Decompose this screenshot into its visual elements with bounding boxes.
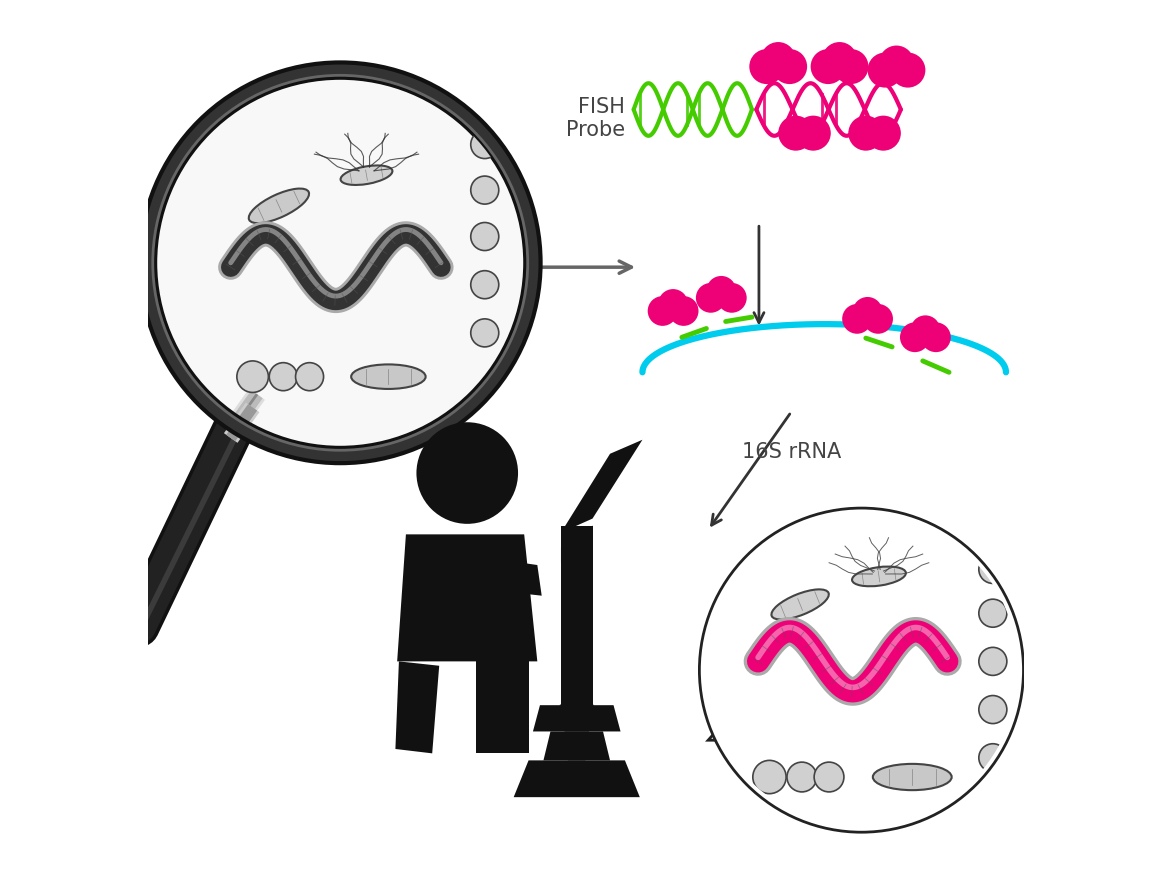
Polygon shape	[475, 661, 528, 753]
Circle shape	[669, 296, 699, 326]
Circle shape	[911, 315, 940, 345]
Polygon shape	[561, 526, 593, 562]
Circle shape	[979, 599, 1007, 627]
Circle shape	[269, 363, 297, 391]
Polygon shape	[514, 760, 639, 797]
Circle shape	[922, 322, 951, 352]
Polygon shape	[561, 440, 643, 533]
Circle shape	[900, 322, 930, 352]
Ellipse shape	[852, 567, 906, 586]
Text: FISH
Probe: FISH Probe	[566, 96, 625, 140]
Circle shape	[471, 319, 499, 347]
Circle shape	[148, 70, 533, 456]
Circle shape	[152, 74, 528, 451]
Polygon shape	[397, 534, 537, 661]
Circle shape	[814, 762, 844, 792]
Circle shape	[979, 696, 1007, 724]
Circle shape	[471, 271, 499, 299]
Circle shape	[979, 555, 1007, 583]
Circle shape	[787, 762, 816, 792]
Ellipse shape	[772, 590, 829, 619]
Circle shape	[753, 760, 786, 794]
Circle shape	[295, 363, 323, 391]
Ellipse shape	[248, 188, 309, 223]
Circle shape	[471, 176, 499, 204]
Circle shape	[471, 131, 499, 159]
Ellipse shape	[351, 364, 425, 389]
Circle shape	[979, 744, 1007, 772]
Circle shape	[979, 647, 1007, 675]
Circle shape	[471, 223, 499, 251]
Circle shape	[658, 289, 689, 319]
Circle shape	[699, 508, 1023, 832]
Polygon shape	[415, 548, 542, 596]
Circle shape	[717, 283, 747, 313]
Polygon shape	[560, 710, 594, 727]
Polygon shape	[561, 526, 593, 710]
Circle shape	[842, 304, 872, 334]
Circle shape	[237, 361, 268, 392]
Circle shape	[796, 116, 830, 151]
Circle shape	[706, 276, 737, 306]
Ellipse shape	[872, 764, 952, 790]
Polygon shape	[564, 731, 589, 760]
Polygon shape	[708, 701, 756, 740]
Circle shape	[822, 42, 857, 77]
Circle shape	[848, 116, 883, 151]
Circle shape	[865, 116, 900, 151]
Circle shape	[810, 49, 845, 84]
Ellipse shape	[341, 166, 392, 185]
Circle shape	[749, 49, 785, 84]
Circle shape	[868, 53, 903, 88]
Circle shape	[852, 297, 883, 327]
Circle shape	[890, 53, 925, 88]
Circle shape	[772, 49, 807, 84]
Circle shape	[863, 304, 893, 334]
Circle shape	[696, 283, 726, 313]
Polygon shape	[396, 661, 439, 753]
Circle shape	[779, 116, 814, 151]
Polygon shape	[543, 731, 610, 760]
Circle shape	[417, 422, 518, 524]
Polygon shape	[533, 705, 621, 731]
Circle shape	[834, 49, 869, 84]
Polygon shape	[560, 696, 594, 714]
Text: 16S rRNA: 16S rRNA	[741, 442, 841, 463]
Circle shape	[648, 296, 678, 326]
Circle shape	[879, 46, 915, 81]
Circle shape	[761, 42, 796, 77]
